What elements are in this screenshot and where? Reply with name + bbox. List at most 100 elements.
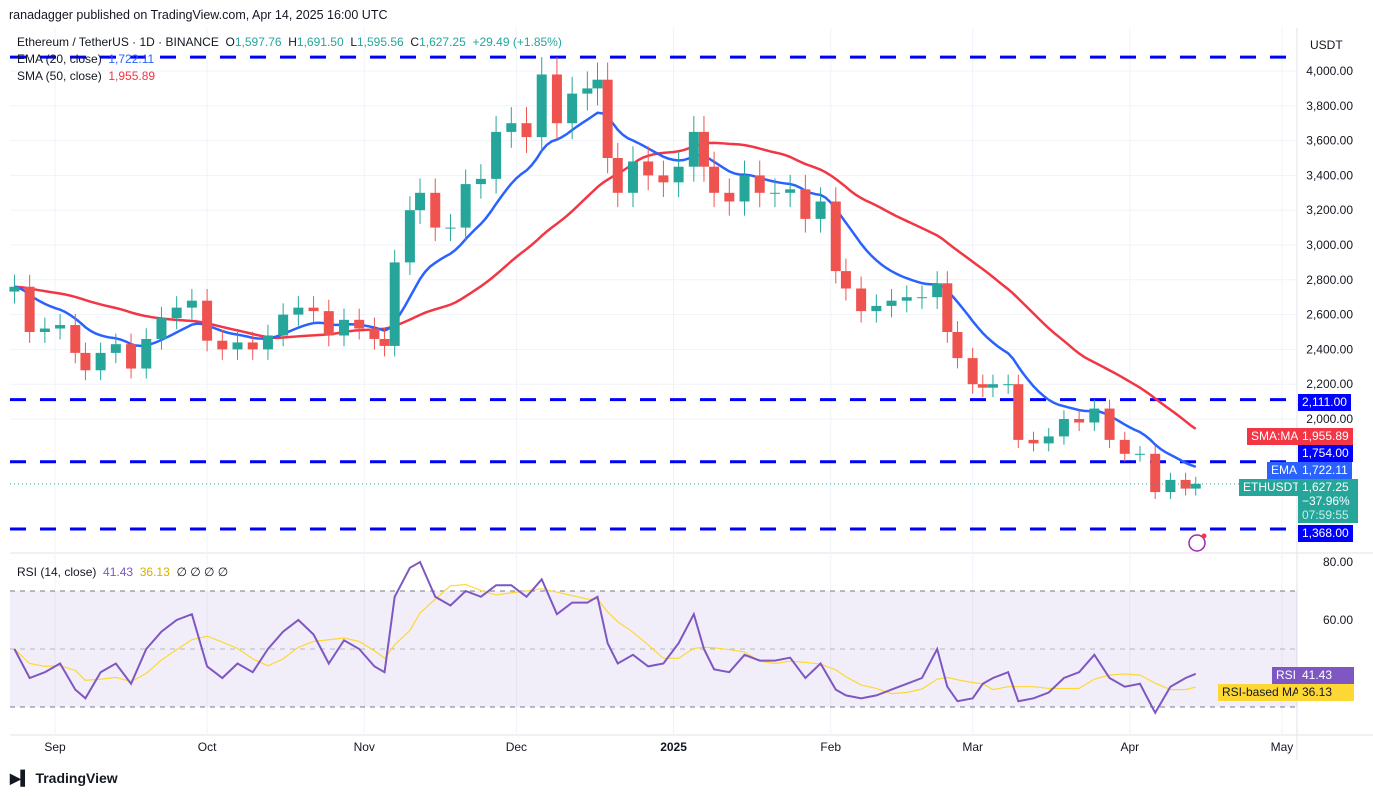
candle-body bbox=[369, 328, 380, 339]
price-change-pct: −37.96% bbox=[1302, 494, 1350, 508]
price-tick-label: 3,600.00 bbox=[1306, 134, 1353, 148]
tradingview-logo[interactable]: ▶▍ TradingView bbox=[10, 770, 118, 787]
candle-body bbox=[901, 297, 912, 301]
rsi-tick-label: 80.00 bbox=[1323, 555, 1353, 569]
time-tick-label: 2025 bbox=[660, 740, 687, 754]
time-tick-label: Apr bbox=[1120, 740, 1139, 754]
candle-body bbox=[785, 189, 796, 193]
price-tick-label: 3,000.00 bbox=[1306, 238, 1353, 252]
candle-body bbox=[9, 286, 20, 292]
rsi-label: RSI (14, close) bbox=[17, 565, 97, 579]
low-value: 1,595.56 bbox=[357, 35, 404, 49]
candle-body bbox=[70, 325, 81, 353]
rsi-ma-name-tag: RSI-based MA bbox=[1218, 684, 1305, 701]
time-tick-label: Oct bbox=[198, 740, 217, 754]
candle-body bbox=[952, 332, 963, 359]
candle-body bbox=[800, 189, 811, 219]
candle-body bbox=[977, 384, 988, 388]
candle-body bbox=[379, 338, 390, 346]
candle-body bbox=[247, 342, 258, 350]
price-tick-label: 2,800.00 bbox=[1306, 273, 1353, 287]
currency-label[interactable]: USDT bbox=[1310, 38, 1343, 52]
time-tick-label: Dec bbox=[506, 740, 527, 754]
price-tick-label: 3,200.00 bbox=[1306, 203, 1353, 217]
rsi-name-tag: RSI bbox=[1272, 667, 1301, 684]
candle-body bbox=[886, 300, 897, 306]
candle-body bbox=[592, 79, 603, 89]
rsi-ma-value: 36.13 bbox=[139, 565, 170, 579]
level-2111-tag: 2,111.00 bbox=[1298, 394, 1351, 411]
symbol-name-tag: ETHUSDT bbox=[1239, 479, 1304, 496]
candle-body bbox=[602, 79, 613, 158]
candle-body bbox=[830, 201, 841, 272]
candle-body bbox=[856, 288, 867, 312]
ema-label: EMA (20, close) bbox=[17, 52, 102, 66]
candle-body bbox=[551, 74, 562, 124]
candle-body bbox=[627, 161, 638, 193]
candle-body bbox=[232, 342, 243, 350]
time-tick-label: Nov bbox=[354, 740, 375, 754]
candle-body bbox=[1013, 384, 1024, 440]
candle-body bbox=[415, 192, 426, 211]
bar-countdown: 07:59:55 bbox=[1302, 508, 1349, 522]
candle-body bbox=[916, 297, 927, 299]
candle-body bbox=[871, 305, 882, 312]
candle-body bbox=[698, 131, 709, 167]
candle-body bbox=[932, 283, 943, 298]
candle-body bbox=[1134, 453, 1145, 455]
ema-legend[interactable]: EMA (20, close) 1,722.11 bbox=[17, 52, 154, 66]
candle-body bbox=[815, 201, 826, 219]
sma-label: SMA (50, close) bbox=[17, 69, 102, 83]
candle-body bbox=[141, 338, 152, 369]
sma-price-tag: 1,955.89 bbox=[1298, 428, 1353, 445]
brand-name: TradingView bbox=[35, 770, 118, 786]
rsi-ma-value-tag: 36.13 bbox=[1298, 684, 1354, 701]
price-tick-label: 3,800.00 bbox=[1306, 99, 1353, 113]
candle-body bbox=[1119, 439, 1130, 454]
published-caption: ranadagger published on TradingView.com,… bbox=[9, 8, 388, 22]
candle-body bbox=[1180, 479, 1191, 489]
price-tick-label: 2,200.00 bbox=[1306, 377, 1353, 391]
change-value: +29.49 (+1.85%) bbox=[472, 35, 562, 49]
last-price: 1,627.25 bbox=[1302, 480, 1349, 494]
candle-body bbox=[171, 307, 182, 319]
last-price-tag: 1,627.25 −37.96% 07:59:55 bbox=[1298, 479, 1358, 523]
price-tick-label: 2,400.00 bbox=[1306, 342, 1353, 356]
rsi-ma-line bbox=[14, 584, 1196, 695]
candle-body bbox=[739, 175, 750, 202]
candle-body bbox=[24, 286, 35, 332]
candle-body bbox=[262, 335, 273, 350]
candle-body bbox=[475, 178, 486, 185]
candle-body bbox=[1104, 408, 1115, 440]
time-tick-label: Feb bbox=[820, 740, 841, 754]
candle-body bbox=[1190, 483, 1201, 489]
symbol-name: Ethereum / TetherUS · 1D · BINANCE bbox=[17, 35, 219, 49]
candle-body bbox=[389, 262, 400, 346]
candle-body bbox=[308, 307, 319, 312]
symbol-legend[interactable]: Ethereum / TetherUS · 1D · BINANCE O1,59… bbox=[17, 35, 562, 49]
high-label: H bbox=[288, 35, 297, 49]
candle-body bbox=[430, 192, 441, 228]
candle-body bbox=[967, 358, 978, 385]
candle-body bbox=[293, 307, 304, 315]
candle-body bbox=[186, 300, 197, 308]
candle-body bbox=[521, 123, 532, 138]
sma-legend[interactable]: SMA (50, close) 1,955.89 bbox=[17, 69, 155, 83]
ema-value: 1,722.11 bbox=[108, 52, 155, 66]
level-1754-tag: 1,754.00 bbox=[1298, 445, 1353, 462]
time-tick-label: May bbox=[1271, 740, 1294, 754]
candle-body bbox=[445, 227, 456, 229]
candle-body bbox=[1043, 436, 1054, 444]
candle-body bbox=[754, 175, 765, 193]
alert-icon bbox=[1188, 534, 1206, 552]
candle-body bbox=[506, 123, 517, 132]
candle-body bbox=[1089, 408, 1100, 423]
candle-body bbox=[987, 384, 998, 388]
rsi-legend[interactable]: RSI (14, close) 41.43 36.13 ∅ ∅ ∅ ∅ bbox=[17, 565, 228, 579]
time-tick-label: Sep bbox=[44, 740, 66, 754]
alert-dot-icon bbox=[1201, 533, 1207, 539]
rsi-value: 41.43 bbox=[103, 565, 134, 579]
price-tick-label: 4,000.00 bbox=[1306, 64, 1353, 78]
